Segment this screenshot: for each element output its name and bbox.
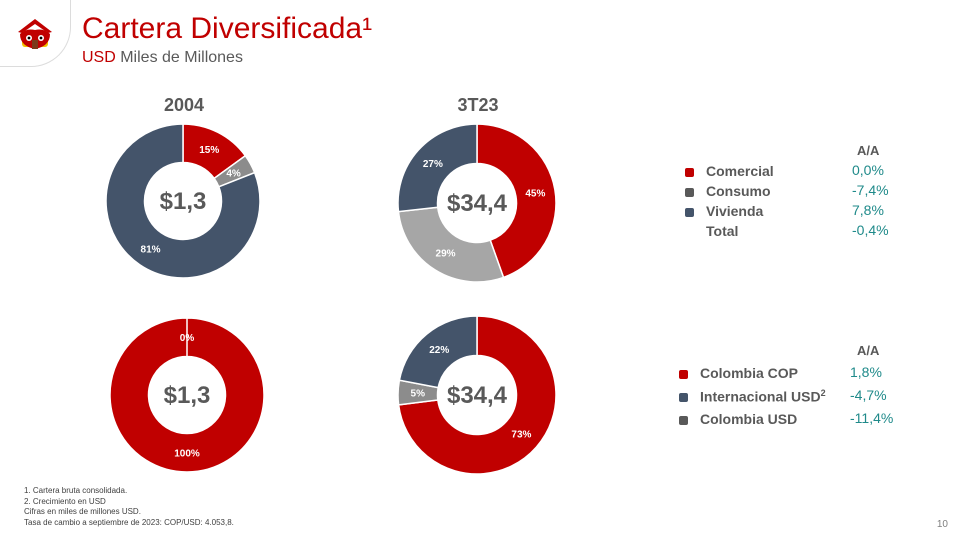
legend-label-colombia-cop: Colombia COP bbox=[700, 365, 799, 381]
legend-value-total: -0,4% bbox=[852, 222, 889, 238]
donut-chart-3t23-tipo: 45% 29% 27% $34,4 bbox=[397, 123, 557, 283]
legend-swatch-consumo bbox=[685, 188, 694, 197]
legend-label-comercial: Comercial bbox=[706, 163, 774, 179]
legend-value-vivienda: 7,8% bbox=[852, 202, 884, 218]
footnotes: 1. Cartera bruta consolidada. 2. Crecimie… bbox=[24, 486, 234, 528]
footnote-line: Cifras en miles de millones USD. bbox=[24, 507, 141, 516]
slice-comercial bbox=[476, 123, 557, 279]
legend-swatch-comercial bbox=[685, 168, 694, 177]
legend-value-comercial: 0,0% bbox=[852, 162, 884, 178]
data-label-vivienda: 81% bbox=[141, 244, 161, 255]
legend-label-internacional-usd: Internacional USD2 bbox=[700, 388, 826, 405]
center-total-label: $1,3 bbox=[160, 188, 207, 215]
page-title: Cartera Diversificada¹ bbox=[82, 12, 373, 45]
page-subtitle: USD Miles de Millones bbox=[82, 49, 243, 67]
slice-vivienda bbox=[397, 123, 478, 213]
legend-swatch-vivienda bbox=[685, 208, 694, 217]
legend-swatch-colombia-usd bbox=[679, 416, 688, 425]
data-label-internacional-usd: 0% bbox=[180, 333, 195, 344]
center-total-label: $34,4 bbox=[447, 190, 508, 217]
donut-chart-2004-tipo: 15% 4% 81% $1,3 bbox=[105, 123, 261, 279]
data-label-comercial: 15% bbox=[199, 145, 219, 156]
legend-value-internacional-usd: -4,7% bbox=[850, 387, 887, 403]
house-logo-icon bbox=[18, 19, 52, 49]
legend-label-total: Total bbox=[706, 223, 739, 239]
data-label-consumo: 29% bbox=[436, 249, 456, 260]
data-label-comercial: 45% bbox=[525, 188, 545, 199]
footnote-line: 2. Crecimiento en USD bbox=[24, 496, 106, 506]
slice-internacional-usd bbox=[398, 315, 478, 389]
donut-chart-3t23-moneda: 73% 5% 22% $34,4 bbox=[397, 315, 557, 475]
legend-value-consumo: -7,4% bbox=[852, 182, 889, 198]
legend-label-vivienda: Vivienda bbox=[706, 203, 764, 219]
data-label-vivienda: 27% bbox=[423, 159, 443, 170]
slice-consumo bbox=[397, 206, 505, 283]
page-number: 10 bbox=[936, 519, 948, 530]
data-label-colombia-cop: 73% bbox=[511, 430, 531, 441]
legend-label-colombia-usd: Colombia USD bbox=[700, 411, 798, 427]
donut-chart-2004-moneda: 100% 0% $1,3 bbox=[109, 317, 265, 473]
column-title-left: 2004 bbox=[163, 95, 205, 115]
data-label-consumo: 4% bbox=[226, 169, 241, 180]
legend-top-header: A/A bbox=[857, 143, 880, 158]
slice-colombia-cop bbox=[397, 315, 557, 475]
subtitle-units: Miles de Millones bbox=[115, 49, 243, 66]
slice-vivienda bbox=[105, 123, 261, 279]
data-label-colombia-usd: 5% bbox=[411, 389, 426, 400]
legend-value-colombia-usd: -11,4% bbox=[850, 410, 894, 426]
legend-swatch-colombia-cop bbox=[679, 370, 688, 379]
legend-value-colombia-cop: 1,8% bbox=[850, 364, 882, 380]
legend-bottom-header: A/A bbox=[857, 343, 880, 358]
logo-tab bbox=[0, 0, 71, 67]
legend-swatch-internacional-usd bbox=[679, 393, 688, 402]
data-label-colombia-cop: 100% bbox=[174, 448, 200, 459]
footnote-line: 1. Cartera bruta consolidada. bbox=[24, 486, 128, 495]
footnote-marker: 2 bbox=[820, 388, 826, 398]
footnote-line: Tasa de cambio a septiembre de 2023: COP… bbox=[24, 517, 234, 527]
legend-label-consumo: Consumo bbox=[706, 183, 771, 199]
column-title-right: 3T23 bbox=[457, 95, 499, 115]
slice-colombia-cop bbox=[109, 317, 265, 473]
center-total-label: $1,3 bbox=[164, 382, 211, 409]
center-total-label: $34,4 bbox=[447, 382, 508, 409]
data-label-internacional-usd: 22% bbox=[429, 345, 449, 356]
subtitle-currency: USD bbox=[82, 49, 116, 66]
